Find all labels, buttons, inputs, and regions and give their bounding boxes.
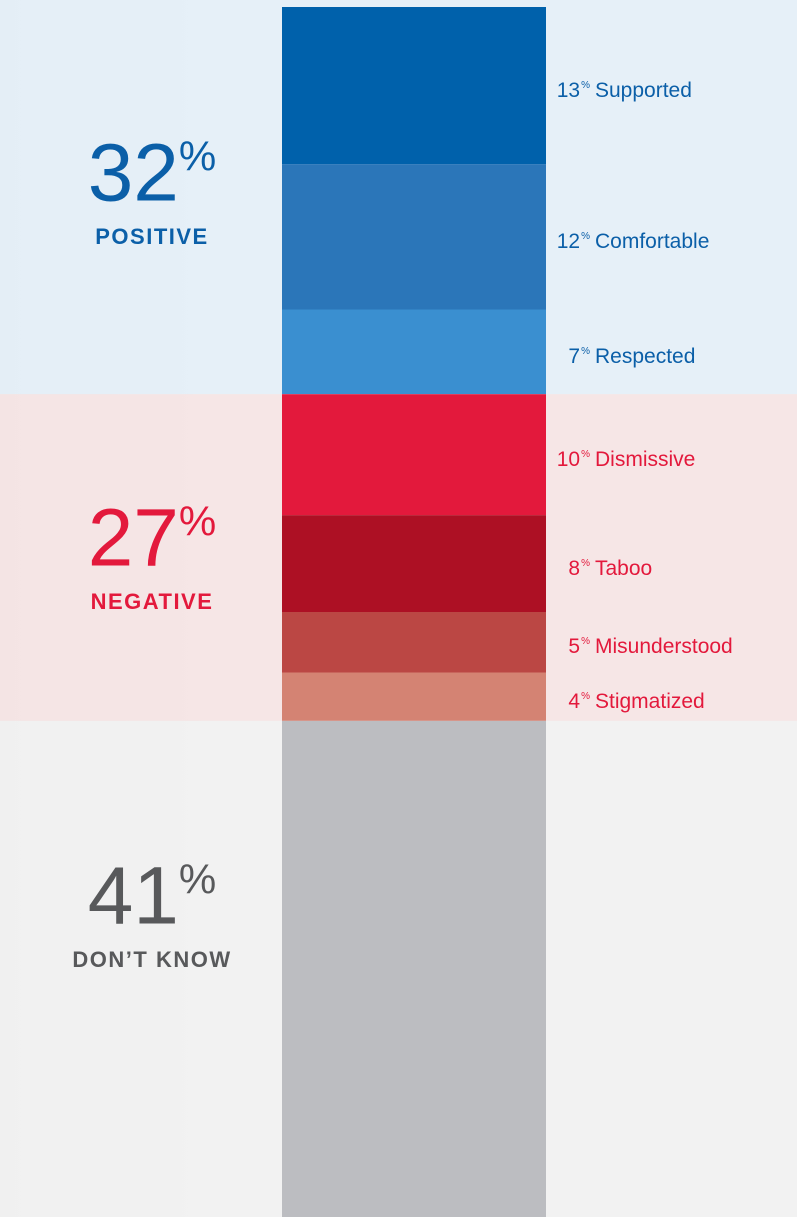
group-total: 27%: [0, 480, 304, 579]
segment-name: Dismissive: [595, 448, 695, 471]
segment-name: Supported: [595, 79, 692, 102]
group-total: 32%: [0, 115, 304, 214]
segment-name: Stigmatized: [595, 690, 705, 713]
segment-label: 4%Stigmatized: [480, 682, 705, 712]
segment-value: 12%: [480, 222, 590, 257]
page: (() => { const data = JSON.parse(documen…: [0, 0, 797, 1217]
segment-label: 13%Supported: [480, 71, 692, 101]
group-name: POSITIVE: [0, 224, 304, 250]
segment-value: 4%: [480, 682, 590, 717]
segment-value: 5%: [480, 627, 590, 662]
segment-name: Misunderstood: [595, 635, 733, 658]
bar-segment: [282, 721, 546, 1217]
segment-name: Respected: [595, 345, 695, 368]
segment-value: 7%: [480, 337, 590, 372]
segment-name: Taboo: [595, 557, 652, 580]
segment-name: Comfortable: [595, 230, 709, 253]
segment-label: 5%Misunderstood: [480, 627, 733, 657]
group-name: NEGATIVE: [0, 589, 304, 615]
segment-value: 10%: [480, 440, 590, 475]
segment-label: 8%Taboo: [480, 549, 652, 579]
segment-label: 10%Dismissive: [480, 440, 695, 470]
group-total: 41%: [0, 838, 304, 937]
segment-value: 8%: [480, 549, 590, 584]
segment-label: 12%Comfortable: [480, 222, 709, 252]
segment-value: 13%: [480, 71, 590, 106]
segment-label: 7%Respected: [480, 337, 695, 367]
group-name: DON’T KNOW: [0, 947, 304, 973]
